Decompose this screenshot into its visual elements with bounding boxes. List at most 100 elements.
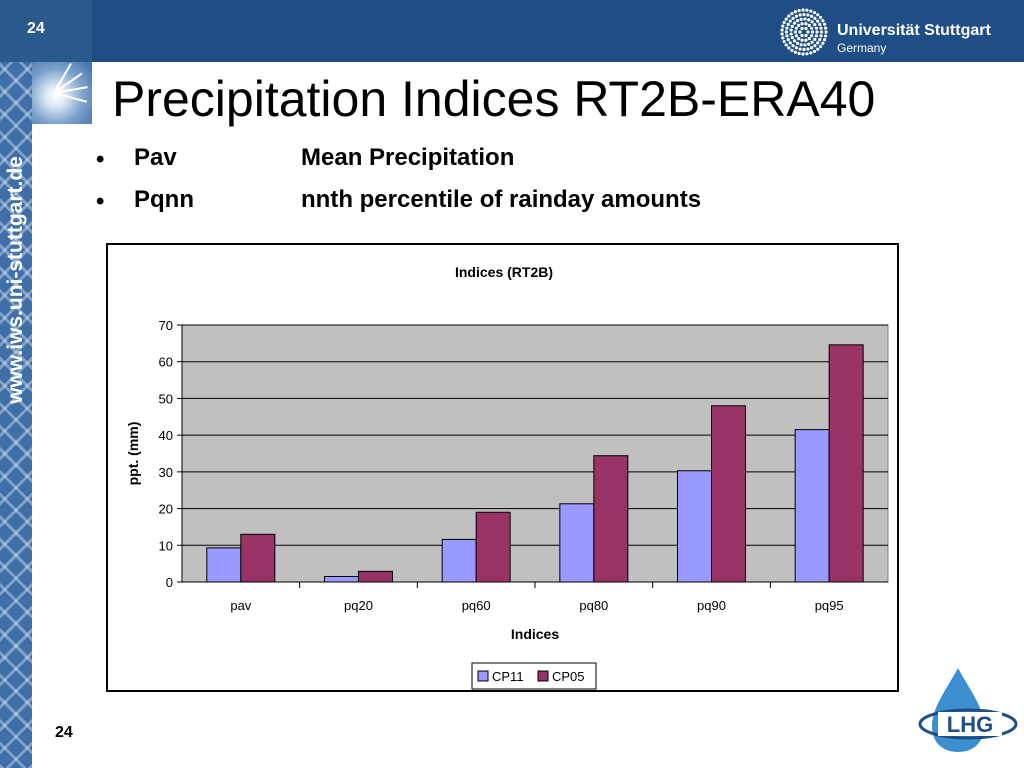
- logo-dot: [822, 38, 827, 42]
- logo-dot: [792, 39, 797, 43]
- logo-dot: [800, 38, 804, 42]
- logo-dot: [785, 26, 789, 30]
- logo-dot: [801, 8, 805, 12]
- logo-dot: [797, 37, 801, 41]
- bar-cp05-pq80: [593, 455, 629, 583]
- y-tick-label: 20: [159, 502, 173, 517]
- logo-dot: [812, 49, 817, 53]
- logo-dot: [795, 41, 800, 45]
- logo-dot: [806, 47, 810, 51]
- x-tick-label: pq90: [697, 598, 726, 613]
- logo-dot: [794, 46, 799, 50]
- logo-dot: [816, 19, 820, 23]
- bar-cp11-pav: [206, 547, 242, 583]
- side-url: www.iws.uni-stuttgart.de: [4, 156, 27, 404]
- top-bar: [0, 0, 1024, 62]
- logo-dot: [807, 18, 811, 22]
- logo-dot: [789, 32, 793, 36]
- bar-cp05-pq20: [358, 570, 393, 583]
- logo-dot: [784, 43, 788, 47]
- legend-label: CP11: [492, 669, 524, 684]
- logo-dot: [795, 19, 800, 23]
- logo-dot: [790, 48, 794, 52]
- plot-area: [181, 324, 889, 583]
- logo-dot: [793, 10, 797, 14]
- logo-dot: [791, 16, 795, 20]
- logo-dot: [781, 36, 785, 40]
- bullet-description: Mean Precipitation: [301, 144, 515, 171]
- top-page-number-box: 24: [0, 0, 92, 62]
- logo-dot: [805, 8, 809, 12]
- x-tick-label: pq95: [815, 598, 844, 613]
- legend-swatch-cp11: [477, 670, 489, 682]
- logo-dot: [781, 24, 785, 28]
- logo-dot: [805, 52, 809, 56]
- page-number-top: 24: [27, 20, 45, 37]
- logo-dot: [797, 8, 801, 13]
- logo-dot: [819, 34, 823, 38]
- logo-dot: [810, 20, 814, 24]
- bar-cp11-pq80: [559, 503, 595, 583]
- logo-dot: [809, 46, 814, 50]
- logo-dot: [794, 26, 798, 30]
- logo-dot: [813, 44, 817, 48]
- logo-dot: [810, 34, 814, 38]
- logo-dot: [816, 41, 820, 45]
- slide-title: Precipitation Indices RT2B-ERA40: [112, 71, 876, 127]
- bullet-dot-icon: •: [96, 146, 105, 173]
- logo-dot: [807, 37, 811, 41]
- corner-image: [32, 62, 92, 124]
- logo-dot: [803, 17, 807, 21]
- logo-dot: [807, 23, 811, 27]
- logo-dot: [804, 38, 808, 42]
- y-tick-label: 60: [159, 355, 173, 370]
- logo-dot: [785, 34, 789, 38]
- chart-title: Indices (RT2B): [455, 264, 553, 280]
- y-tick-label: 10: [159, 538, 173, 553]
- x-tick-label: pq80: [579, 598, 608, 613]
- logo-dot: [813, 37, 817, 41]
- logo-dot: [816, 13, 820, 17]
- university-country: Germany: [837, 41, 887, 55]
- logo-dot: [787, 14, 791, 18]
- logo-dot: [818, 15, 823, 20]
- logo-dot: [819, 26, 823, 30]
- bar-cp11-pq60: [441, 538, 477, 583]
- logo-dot: [809, 9, 813, 13]
- logo-dot: [798, 47, 802, 51]
- logo-dot: [824, 26, 828, 30]
- page-number-bottom: 24: [55, 724, 73, 741]
- logo-dot: [804, 33, 808, 38]
- logo-dot: [790, 36, 794, 40]
- university-name: Universität Stuttgart: [837, 22, 991, 39]
- orbit-ring-icon: [918, 708, 1018, 740]
- logo-dot: [789, 28, 793, 32]
- university-logo: Universität Stuttgart Germany: [780, 8, 1020, 56]
- lhg-logo: LHG: [918, 668, 1018, 752]
- y-tick-label: 70: [159, 318, 173, 333]
- logo-dot: [813, 23, 817, 27]
- logo-dot: [782, 20, 786, 25]
- logo-dot: [810, 40, 814, 44]
- bar-cp11-pq20: [324, 575, 359, 583]
- logo-dot: [791, 44, 795, 48]
- logo-dot: [821, 41, 825, 45]
- logo-dot: [793, 30, 798, 34]
- logo-dot: [815, 30, 819, 34]
- logo-dot: [818, 37, 822, 42]
- logo-dot: [780, 28, 784, 32]
- logo-dot: [790, 12, 794, 16]
- logo-dot: [810, 30, 815, 34]
- logo-dot: [786, 37, 790, 42]
- bar-cp05-pq90: [711, 405, 746, 583]
- logo-dot: [821, 19, 825, 23]
- logo-dot: [807, 42, 811, 46]
- x-tick-label: pav: [230, 598, 251, 613]
- lhg-logo-text: LHG: [947, 712, 993, 737]
- logo-dot: [788, 19, 792, 23]
- logo-dot: [818, 44, 823, 49]
- logo-dot: [802, 12, 806, 17]
- logo-dot: [809, 51, 813, 55]
- y-axis-label: ppt. (mm): [125, 422, 141, 486]
- logo-dot: [792, 21, 797, 25]
